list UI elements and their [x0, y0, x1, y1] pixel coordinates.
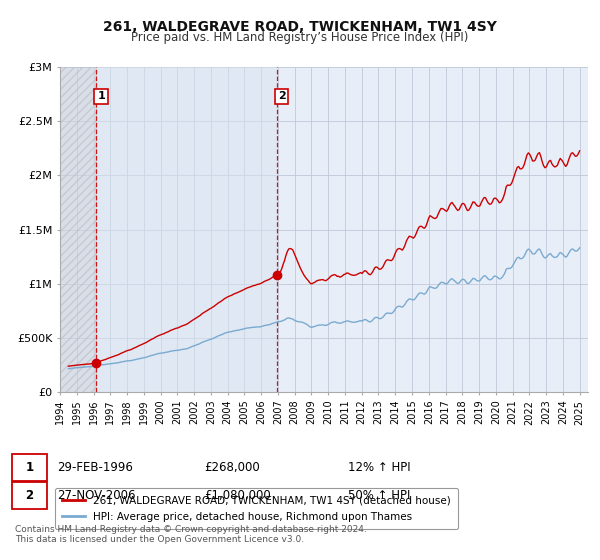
Bar [96, 67, 277, 392]
Text: 1: 1 [97, 91, 105, 101]
Text: 1: 1 [25, 461, 34, 474]
Text: 261, WALDEGRAVE ROAD, TWICKENHAM, TW1 4SY: 261, WALDEGRAVE ROAD, TWICKENHAM, TW1 4S… [103, 20, 497, 34]
Text: 2: 2 [25, 489, 34, 502]
Bar [60, 67, 96, 392]
Text: 12% ↑ HPI: 12% ↑ HPI [348, 461, 410, 474]
Text: Contains HM Land Registry data © Crown copyright and database right 2024.
This d: Contains HM Land Registry data © Crown c… [15, 525, 367, 544]
Text: £268,000: £268,000 [204, 461, 260, 474]
Text: £1,080,000: £1,080,000 [204, 489, 271, 502]
Text: 50% ↑ HPI: 50% ↑ HPI [348, 489, 410, 502]
Text: 2: 2 [278, 91, 286, 101]
Text: 27-NOV-2006: 27-NOV-2006 [57, 489, 136, 502]
Text: 29-FEB-1996: 29-FEB-1996 [57, 461, 133, 474]
Text: Price paid vs. HM Land Registry’s House Price Index (HPI): Price paid vs. HM Land Registry’s House … [131, 31, 469, 44]
Legend: 261, WALDEGRAVE ROAD, TWICKENHAM, TW1 4SY (detached house), HPI: Average price, : 261, WALDEGRAVE ROAD, TWICKENHAM, TW1 4S… [55, 488, 458, 529]
